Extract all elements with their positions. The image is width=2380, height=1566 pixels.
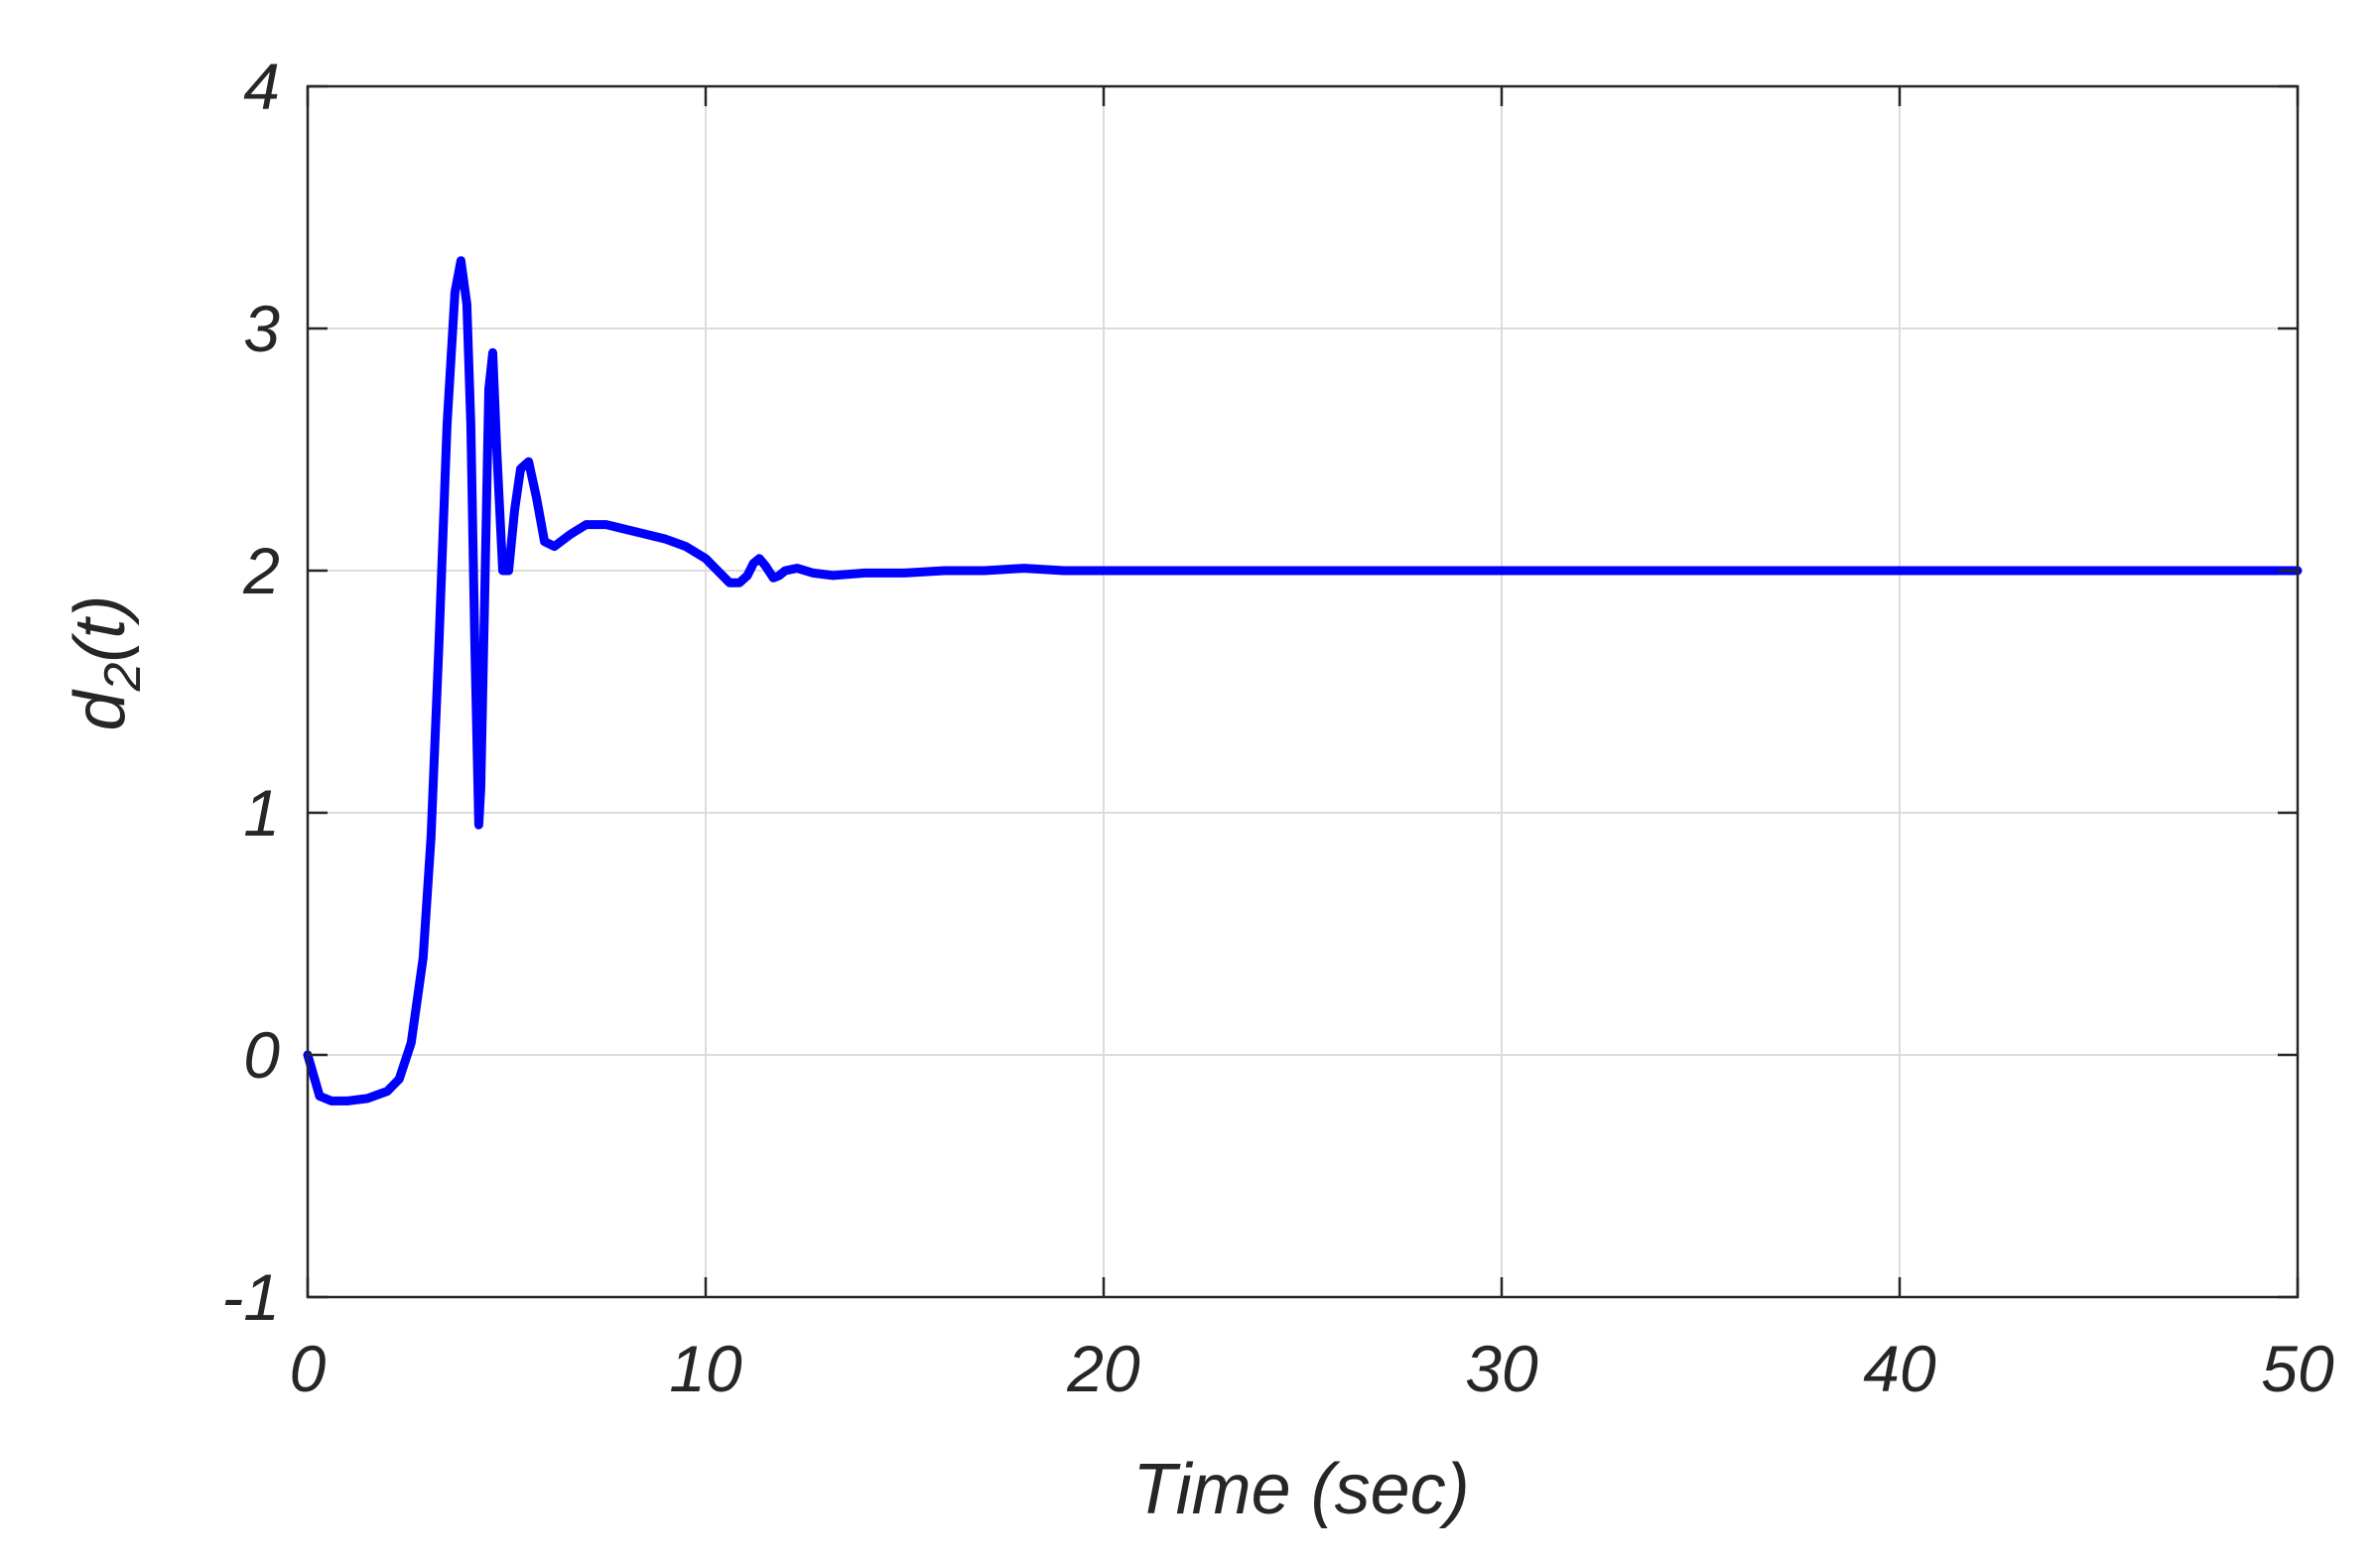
y-axis-label: d2(t): [61, 595, 152, 731]
x-tick-label: 0: [290, 1332, 327, 1405]
plot-frame: [306, 84, 2300, 1299]
y-tick-label: -1: [221, 1260, 280, 1334]
y-axis-label-subscript: 2: [94, 662, 152, 692]
x-tick-label: 40: [1863, 1332, 1936, 1405]
y-tick-label: 3: [243, 292, 280, 365]
y-axis-label-base: d: [61, 689, 140, 730]
x-tick-label: 10: [669, 1332, 742, 1405]
y-axis-label-suffix: (t): [61, 595, 140, 663]
series-layer: [303, 256, 2303, 1106]
x-tick-label: 20: [1066, 1332, 1140, 1405]
x-tick-label: 30: [1465, 1332, 1538, 1405]
y-tick-label: 0: [243, 1018, 280, 1092]
x-tick-label: 50: [2261, 1332, 2334, 1405]
y-tick-label: 4: [243, 50, 280, 123]
axes: [306, 84, 2300, 1299]
x-axis-label: Time (sec): [1132, 1450, 1469, 1529]
y-tick-label: 1: [243, 776, 280, 849]
series-line-0: [303, 256, 2303, 1106]
y-tick-label: 2: [242, 534, 280, 607]
